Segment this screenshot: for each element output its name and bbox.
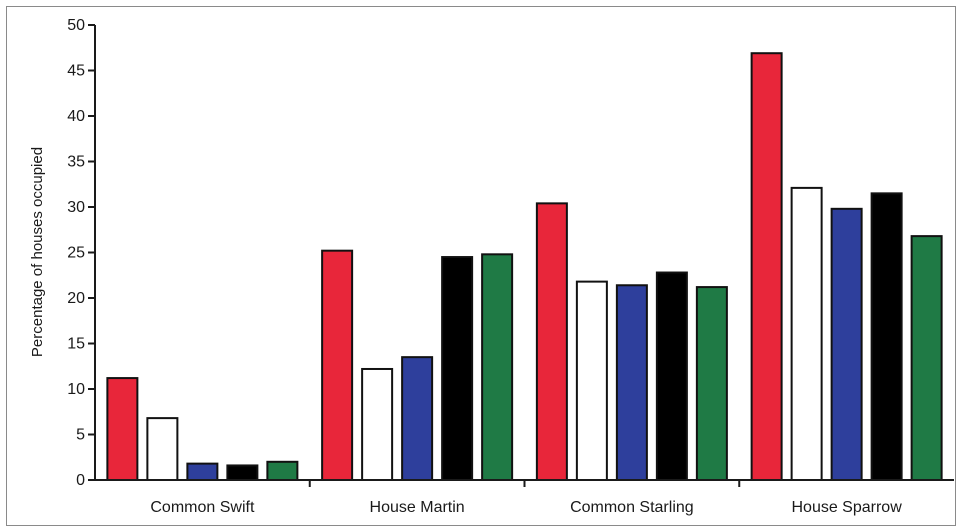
x-category-label: House Martin — [370, 499, 465, 516]
bar-house-sparrow-4 — [870, 192, 903, 481]
x-category-label: House Sparrow — [791, 499, 902, 516]
bar-common-swift-4 — [226, 464, 259, 482]
x-ticks: Common Swift House Martin Common Starling H… — [150, 480, 902, 516]
bar-house-martin-4 — [441, 256, 474, 481]
bar-house-sparrow-5 — [910, 235, 943, 481]
bar-house-martin-3 — [401, 356, 434, 481]
y-tick-label: 10 — [67, 381, 85, 398]
axis-layer — [94, 25, 954, 481]
bar-common-starling-4 — [655, 271, 688, 481]
y-tick-label: 25 — [67, 245, 85, 262]
bar-house-sparrow-3 — [830, 207, 863, 481]
bar-house-martin-2 — [361, 367, 394, 482]
bar-common-starling-5 — [695, 286, 728, 481]
bar-house-martin-1 — [321, 249, 354, 481]
y-tick-label: 5 — [76, 427, 85, 444]
y-tick-label: 50 — [67, 17, 85, 34]
y-tick-label: 30 — [67, 199, 85, 216]
y-tick-label: 35 — [67, 154, 85, 171]
y-tick-label: 20 — [67, 290, 85, 307]
x-category-label: Common Starling — [570, 499, 694, 516]
bar-common-starling-2 — [575, 280, 608, 481]
y-tick-label: 45 — [67, 63, 85, 80]
bar-house-martin-5 — [481, 253, 514, 481]
y-axis-title: Percentage of houses occupied — [29, 147, 46, 357]
bar-house-sparrow-2 — [790, 186, 823, 481]
bars-layer — [106, 52, 943, 482]
bar-common-starling-3 — [615, 284, 648, 482]
x-category-label: Common Swift — [150, 499, 255, 516]
y-tick-label: 15 — [67, 336, 85, 353]
bar-common-swift-5 — [266, 460, 299, 481]
bar-common-starling-1 — [535, 202, 568, 482]
y-tick-label: 0 — [76, 472, 85, 489]
bar-house-sparrow-1 — [750, 52, 783, 482]
bar-common-swift-1 — [106, 377, 139, 481]
bar-common-swift-3 — [186, 462, 219, 481]
bar-common-swift-2 — [146, 417, 179, 481]
y-tick-label: 40 — [67, 108, 85, 125]
y-ticks: 0 5 10 15 20 25 30 35 40 45 50 — [67, 17, 95, 489]
